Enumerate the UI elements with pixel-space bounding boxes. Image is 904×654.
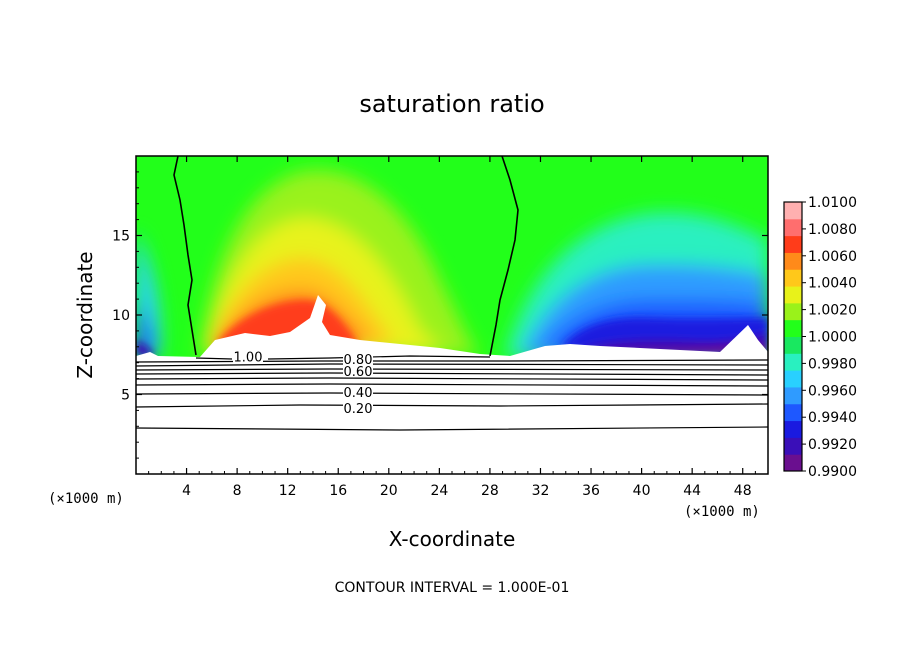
- contour-label-bg: [343, 384, 373, 398]
- contour-label-bg: [343, 401, 373, 415]
- colorbar-swatch: [784, 252, 802, 270]
- colorbar-swatch: [784, 353, 802, 371]
- x-tick-label: 16: [329, 483, 347, 499]
- contour-line-0.50: [136, 377, 768, 381]
- colorbar-swatch: [784, 286, 802, 304]
- chart-title: saturation ratio: [359, 90, 544, 118]
- x-tick-label: 20: [380, 483, 398, 499]
- colorbar: 1.0100 1.0080 1.0060 1.0040 1.0020 1.0000 0.99…: [783, 195, 857, 480]
- contour-labels: 1.00 0.800.60 0.400.20: [233, 349, 373, 417]
- x-tick-label: 48: [734, 483, 752, 499]
- x-tick-label: 44: [683, 483, 701, 499]
- y-axis-ticks: 5 10 15: [112, 171, 768, 459]
- contour-line-0.40: [136, 383, 768, 387]
- contour-label-bg: [343, 364, 373, 378]
- colorbar-swatch: [784, 454, 802, 472]
- colorbar-swatch: [784, 218, 802, 237]
- y-tick-label: 5: [121, 388, 130, 404]
- y-axis-title: Z-coordinate: [73, 251, 97, 378]
- contour-label: 0.80: [344, 353, 373, 368]
- contour-label: 0.60: [344, 365, 373, 380]
- colorbar-swatch: [784, 202, 802, 220]
- x-tick-label: 8: [233, 483, 242, 499]
- contour-line-0.30: [136, 392, 768, 396]
- field-left-navy: [136, 340, 154, 356]
- contour-line-0.80: [136, 363, 768, 367]
- colorbar-swatch: [784, 336, 802, 354]
- contour-interval-footer: CONTOUR INTERVAL = 1.000E-01: [335, 580, 570, 596]
- x-tick-label: 24: [430, 483, 448, 499]
- x-unit-label: (×1000 m): [684, 504, 760, 520]
- contour-label: 0.40: [344, 386, 373, 401]
- colorbar-label: 0.9920: [808, 437, 857, 453]
- x-axis-ticks: 4 8 12 16 20 24 28 32 36 40 44 48: [148, 156, 756, 499]
- colorbar-swatch: [784, 235, 802, 253]
- x-tick-label: 32: [532, 483, 550, 499]
- y-tick-label: 10: [112, 308, 130, 324]
- colorbar-label: 1.0040: [808, 276, 857, 292]
- contour-line-1.00: [195, 357, 233, 360]
- colorbar-label: 1.0080: [808, 222, 857, 238]
- x-tick-label: 28: [481, 483, 499, 499]
- plot-area: [136, 156, 768, 474]
- contour-line-1.00-left: [173, 156, 197, 356]
- x-tick-label: 36: [582, 483, 600, 499]
- colorbar-label: 1.0020: [808, 303, 857, 319]
- contour-label: 1.00: [234, 351, 263, 366]
- x-tick-label: 40: [633, 483, 651, 499]
- colorbar-label: 0.9900: [808, 464, 857, 480]
- y-unit-label: (×1000 m): [48, 491, 124, 507]
- colorbar-label: 1.0100: [808, 195, 857, 211]
- colorbar-swatch: [784, 386, 802, 405]
- colorbar-label: 0.9940: [808, 410, 857, 426]
- colorbar-swatch: [784, 437, 802, 455]
- contour-label-bg: [233, 349, 263, 363]
- colorbar-swatch: [784, 319, 802, 337]
- colorbar-label: 0.9980: [808, 356, 857, 372]
- y-tick-label: 15: [112, 229, 130, 245]
- x-tick-label: 4: [182, 483, 191, 499]
- contour-line-0.20: [136, 403, 768, 408]
- colorbar-label: 1.0000: [808, 330, 857, 346]
- contour-label-bg: [343, 351, 373, 365]
- contour-lines-lower: [136, 355, 768, 431]
- contour-line-0.70: [136, 368, 768, 371]
- contour-line-0.90: [136, 359, 768, 363]
- colorbar-swatch: [784, 420, 802, 438]
- colorbar-swatch: [784, 269, 802, 287]
- contour-line-1.00-right: [489, 156, 519, 357]
- colorbar-swatch: [784, 370, 802, 388]
- x-tick-label: 12: [279, 483, 297, 499]
- contour-label: 0.20: [344, 402, 373, 417]
- colorbar-swatch: [784, 403, 802, 422]
- colorbar-label: 0.9960: [808, 383, 857, 399]
- x-axis-title: X-coordinate: [389, 527, 516, 551]
- colorbar-swatch: [784, 302, 802, 321]
- colorbar-label: 1.0060: [808, 249, 857, 265]
- contour-line-0.60: [136, 372, 768, 376]
- contour-line-0.10: [136, 426, 768, 431]
